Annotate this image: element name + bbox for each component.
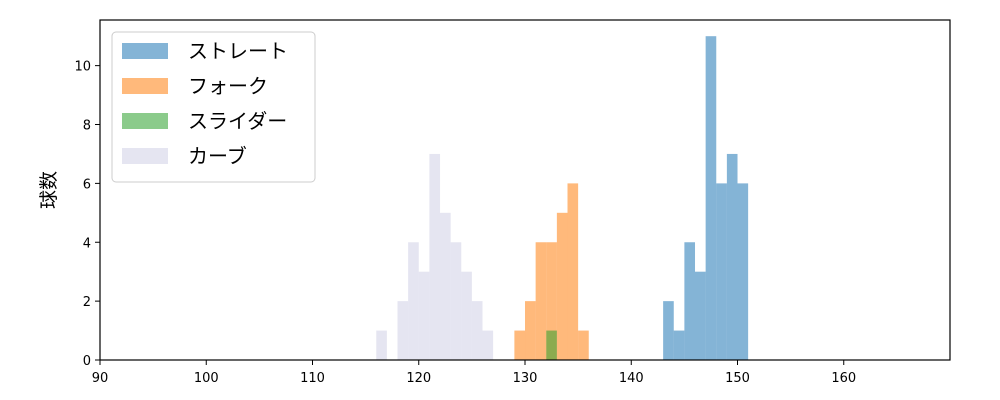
bar-series-0-bin-6 <box>726 153 738 360</box>
x-tick-label-2: 110 <box>300 371 325 386</box>
bar-series-0-bin-0 <box>663 301 674 360</box>
y-tick-label-3: 6 <box>83 177 91 192</box>
bar-series-0-bin-2 <box>684 242 696 360</box>
legend-swatch-3 <box>122 148 168 164</box>
bar-series-3-bin-1 <box>397 301 409 360</box>
legend-swatch-2 <box>122 113 168 129</box>
bar-series-3-bin-3 <box>418 271 430 360</box>
bar-series-0-bin-5 <box>716 183 727 360</box>
x-tick-label-4: 130 <box>513 371 538 386</box>
bar-series-1-bin-6 <box>578 330 589 360</box>
bar-series-3-bin-4 <box>429 153 441 360</box>
legend-label-3: カーブ <box>188 144 247 168</box>
x-tick-label-0: 90 <box>92 371 109 386</box>
bar-series-3-bin-6 <box>450 242 462 360</box>
x-axis-ticks: 90 100 110 120 130 140 150 160 <box>92 360 856 386</box>
bar-series-2-bin-0 <box>546 330 557 360</box>
bar-series-1-bin-2 <box>535 242 547 360</box>
bar-series-1-bin-3 <box>546 242 557 360</box>
legend-label-1: フォーク <box>188 74 268 98</box>
legend-box <box>111 31 316 183</box>
bar-series-0-bin-4 <box>705 36 717 360</box>
bar-series-3-bin-2 <box>408 242 419 360</box>
bar-series-1-bin-1 <box>525 301 536 360</box>
y-axis-label: 球数 <box>38 171 60 209</box>
bar-series-3-bin-7 <box>461 271 472 360</box>
bar-series-3-bin-8 <box>471 301 483 360</box>
bar-series-0-bin-7 <box>737 183 749 360</box>
bar-series-0-bin-3 <box>695 271 706 360</box>
y-tick-label-0: 0 <box>83 354 91 369</box>
bar-series-3-bin-9 <box>482 330 494 360</box>
x-tick-label-1: 100 <box>194 371 219 386</box>
y-axis-ticks: 0 2 4 6 8 10 <box>74 60 100 369</box>
bar-series-1-bin-5 <box>567 183 579 360</box>
legend-label-0: ストレート <box>188 39 288 63</box>
legend-swatch-1 <box>122 78 168 94</box>
x-tick-label-7: 160 <box>831 371 856 386</box>
y-tick-label-2: 4 <box>83 236 91 251</box>
legend-swatch-0 <box>122 43 168 59</box>
bars-group <box>376 36 749 360</box>
y-tick-label-5: 10 <box>74 60 91 75</box>
bar-series-1-bin-0 <box>514 330 526 360</box>
bar-series-1-bin-4 <box>556 212 568 360</box>
x-tick-label-3: 120 <box>406 371 431 386</box>
y-tick-label-1: 2 <box>83 295 91 310</box>
y-tick-label-4: 8 <box>83 119 91 134</box>
bar-series-3-bin-5 <box>440 212 451 360</box>
x-tick-label-6: 150 <box>725 371 750 386</box>
bar-series-0-bin-1 <box>673 330 685 360</box>
bar-series-3-bin-0 <box>376 330 387 360</box>
x-tick-label-5: 140 <box>619 371 644 386</box>
legend-label-2: スライダー <box>188 109 287 133</box>
